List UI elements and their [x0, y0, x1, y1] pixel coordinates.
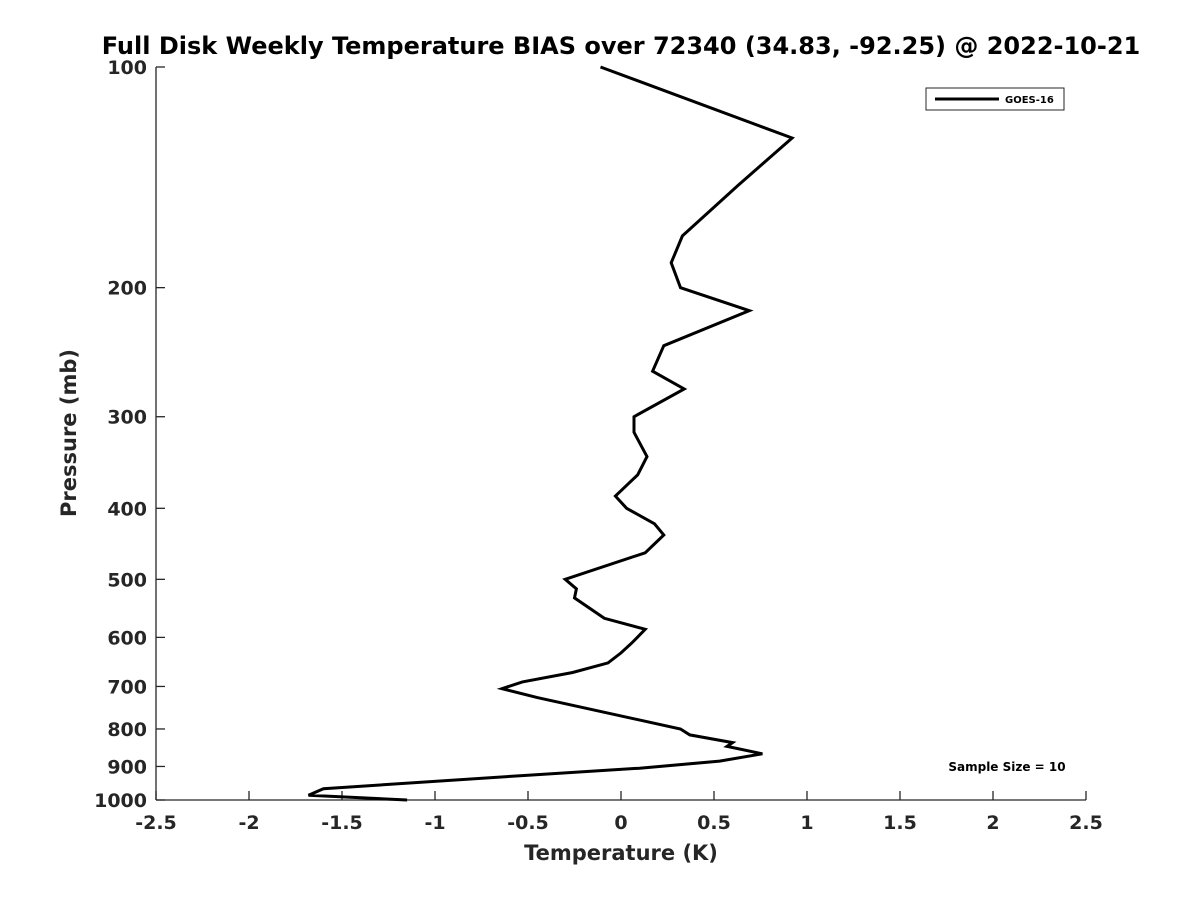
series-line-goes16: [307, 65, 795, 802]
y-axis-label: Pressure (mb): [57, 349, 81, 517]
x-tick-label: -1: [424, 812, 445, 834]
y-tick-label: 100: [107, 57, 147, 79]
y-tick-label: 800: [107, 719, 147, 741]
y-axis-ticks: 100 200 300 400 500 600 700 800 900 1000: [94, 57, 165, 812]
x-tick-label: -0.5: [507, 812, 549, 834]
legend: GOES-16: [925, 87, 1065, 111]
x-tick-label: 2.5: [1069, 812, 1103, 834]
chart-title: Full Disk Weekly Temperature BIAS over 7…: [102, 32, 1141, 60]
x-tick-label: 0.5: [697, 812, 731, 834]
x-tick-label: 0: [614, 812, 627, 834]
x-tick-label: -2: [238, 812, 259, 834]
sample-size-annotation: Sample Size = 10: [948, 760, 1065, 774]
x-axis-ticks: -2.5 -2 -1.5 -1 -0.5 0 0.5 1 1.5 2 2.5: [135, 791, 1103, 834]
x-axis-label: Temperature (K): [524, 841, 718, 865]
y-tick-label: 500: [107, 569, 147, 591]
x-tick-label: 1.5: [883, 812, 917, 834]
y-tick-label: 900: [107, 756, 147, 778]
x-tick-label: 1: [800, 812, 813, 834]
y-tick-label: 400: [107, 498, 147, 520]
legend-label-goes16: GOES-16: [1005, 95, 1054, 106]
y-tick-label: 200: [107, 278, 147, 300]
y-tick-label: 600: [107, 627, 147, 649]
y-tick-label: 1000: [94, 790, 147, 812]
y-tick-label: 300: [107, 407, 147, 429]
x-tick-label: -1.5: [321, 812, 363, 834]
y-tick-label: 700: [107, 676, 147, 698]
x-tick-label: -2.5: [135, 812, 177, 834]
x-tick-label: 2: [986, 812, 999, 834]
